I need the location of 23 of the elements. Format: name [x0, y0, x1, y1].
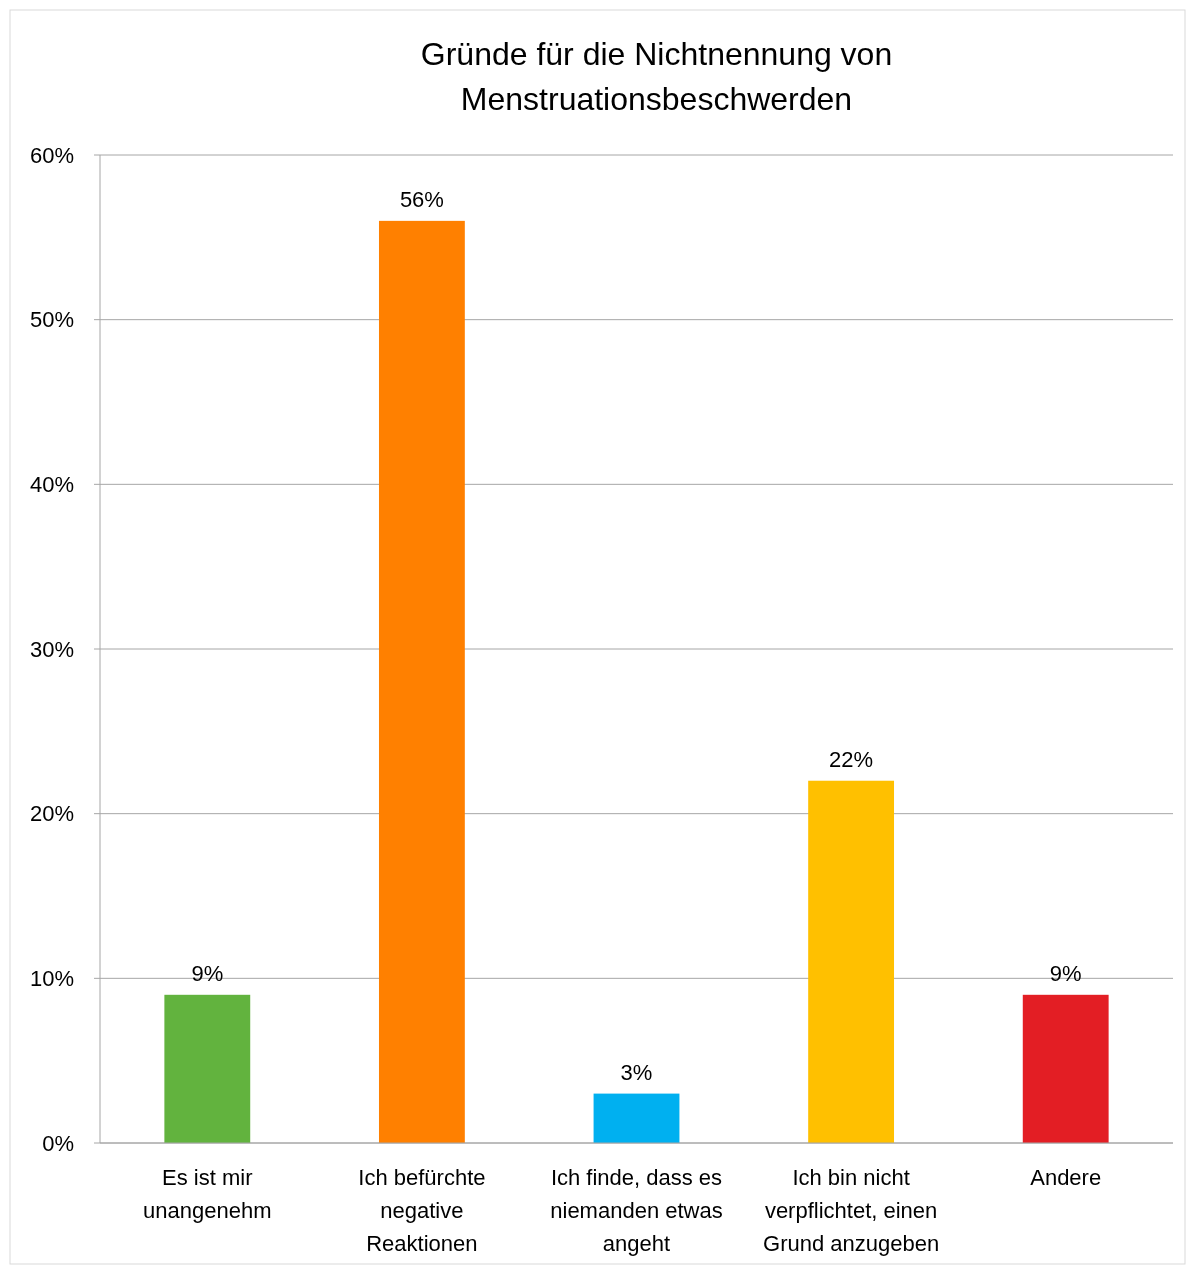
y-tick-label: 30% [29, 636, 74, 662]
bar [808, 780, 895, 1143]
data-label: 22% [829, 746, 874, 772]
data-label: 9% [191, 960, 224, 986]
data-label: 9% [1049, 960, 1082, 986]
x-tick-label: Ich befürchte negative Reaktionen [358, 1165, 486, 1256]
x-tick-label: Ich finde, dass es niemanden etwas angeht [550, 1165, 723, 1256]
y-tick-label: 40% [29, 472, 74, 498]
y-tick-label: 50% [29, 307, 74, 333]
y-tick-label: 20% [29, 801, 74, 827]
x-tick-label: Es ist mir unangenehm [143, 1165, 272, 1223]
x-tick-label: Ich bin nicht verpflichtet, einen Grund anzugeben [763, 1165, 940, 1256]
x-tick-label: Andere [1030, 1165, 1102, 1190]
bar [378, 220, 465, 1143]
data-label: 56% [399, 186, 444, 212]
data-label: 3% [620, 1059, 653, 1085]
bar [1022, 994, 1109, 1143]
chart-title: Gründe für die Nichtnennung von Menstruationsbeschwerden [420, 36, 893, 117]
bar [164, 994, 251, 1143]
y-tick-label: 10% [29, 966, 74, 992]
y-tick-label: 0% [42, 1130, 74, 1156]
y-tick-label: 60% [29, 142, 74, 168]
bar [593, 1093, 680, 1143]
